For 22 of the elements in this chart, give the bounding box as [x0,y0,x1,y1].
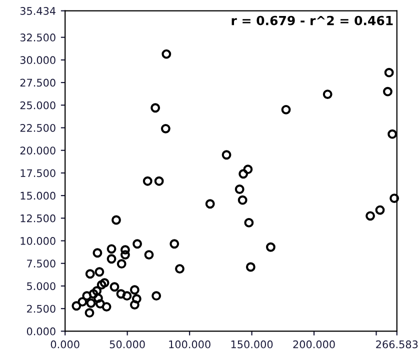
y-tick-label: 17.500 [20,169,56,178]
y-tick-label: 25.000 [20,101,56,110]
y-tick-label: 12.500 [20,214,56,222]
x-tick-label: 50.000 [110,340,145,348]
y-tick-label: 5.000 [27,282,56,290]
x-tick-label: 0.000 [50,340,80,348]
x-tick-label: 266.583 [376,340,418,348]
y-tick-label: 22.500 [20,124,56,132]
y-tick-label: 32.500 [20,34,56,42]
y-tick-label: 10.000 [20,237,56,245]
x-tick-label: 150.000 [231,340,273,348]
y-tick-label: 2.500 [27,304,56,313]
y-tick-label: 35.434 [20,7,56,15]
x-tick-label: 100.000 [169,340,210,348]
x-tick-label: 200.000 [293,340,335,348]
y-tick-label: 20.000 [20,146,56,154]
y-tick-label: 0.000 [26,327,56,336]
y-tick-label: 7.500 [27,260,56,268]
y-tick-label: 27.500 [20,78,56,87]
annotation: r = 0.679 - r^2 = 0.461 [232,16,393,26]
y-tick-label: 15.000 [20,192,56,200]
y-tick-label: 30.000 [20,56,56,64]
